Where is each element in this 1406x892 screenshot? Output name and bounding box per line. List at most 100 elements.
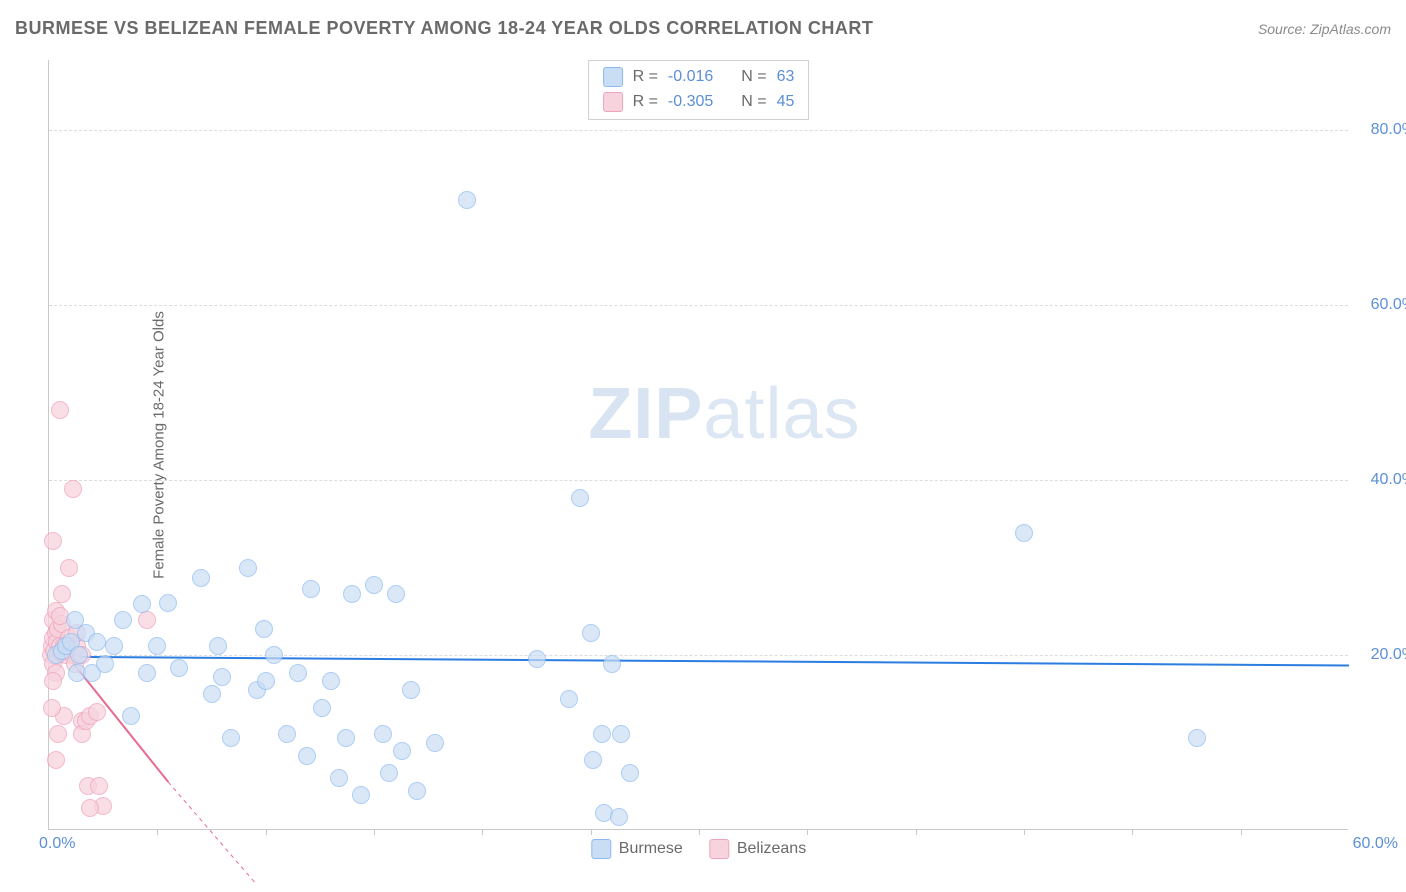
r-value-belizeans: -0.305 — [668, 90, 713, 115]
data-point — [222, 729, 240, 747]
data-point — [159, 594, 177, 612]
data-point — [582, 624, 600, 642]
x-tick — [591, 829, 592, 835]
data-point — [122, 707, 140, 725]
trend-line — [49, 657, 1349, 666]
data-point — [51, 401, 69, 419]
gridline — [49, 480, 1348, 481]
x-tick — [1241, 829, 1242, 835]
data-point — [114, 611, 132, 629]
data-point — [43, 699, 61, 717]
y-tick-label: 20.0% — [1371, 646, 1406, 664]
correlation-legend: R = -0.016 N = 63 R = -0.305 N = 45 — [588, 60, 810, 120]
data-point — [88, 703, 106, 721]
data-point — [213, 668, 231, 686]
data-point — [278, 725, 296, 743]
legend-item-burmese: Burmese — [591, 839, 683, 859]
r-label: R = — [633, 65, 658, 90]
watermark-atlas: atlas — [703, 374, 860, 454]
data-point — [337, 729, 355, 747]
data-point — [47, 751, 65, 769]
data-point — [330, 769, 348, 787]
data-point — [621, 764, 639, 782]
data-point — [1188, 729, 1206, 747]
data-point — [257, 672, 275, 690]
data-point — [603, 655, 621, 673]
gridline — [49, 130, 1348, 131]
data-point — [402, 681, 420, 699]
data-point — [192, 569, 210, 587]
data-point — [1015, 524, 1033, 542]
x-axis-end-label: 60.0% — [1353, 835, 1398, 853]
data-point — [60, 559, 78, 577]
swatch-burmese — [591, 839, 611, 859]
data-point — [255, 620, 273, 638]
data-point — [88, 633, 106, 651]
y-tick-label: 40.0% — [1371, 471, 1406, 489]
y-tick-label: 60.0% — [1371, 296, 1406, 314]
r-label: R = — [633, 90, 658, 115]
n-label: N = — [741, 90, 766, 115]
n-label: N = — [741, 65, 766, 90]
trend-lines — [49, 60, 1349, 830]
scatter-plot: Female Poverty Among 18-24 Year Olds 0.0… — [48, 60, 1348, 830]
legend-label-belizeans: Belizeans — [737, 840, 806, 858]
data-point — [138, 664, 156, 682]
data-point — [593, 725, 611, 743]
data-point — [365, 576, 383, 594]
data-point — [90, 777, 108, 795]
x-axis-origin-label: 0.0% — [39, 835, 75, 853]
legend-row-burmese: R = -0.016 N = 63 — [603, 65, 795, 90]
data-point — [44, 532, 62, 550]
watermark-zip: ZIP — [588, 374, 703, 454]
x-tick — [157, 829, 158, 835]
data-point — [380, 764, 398, 782]
data-point — [612, 725, 630, 743]
data-point — [393, 742, 411, 760]
data-point — [239, 559, 257, 577]
data-point — [313, 699, 331, 717]
data-point — [528, 650, 546, 668]
n-value-belizeans: 45 — [777, 90, 795, 115]
gridline — [49, 655, 1348, 656]
x-tick — [699, 829, 700, 835]
gridline — [49, 305, 1348, 306]
trend-line — [168, 782, 255, 883]
y-tick-label: 80.0% — [1371, 121, 1406, 139]
data-point — [374, 725, 392, 743]
data-point — [170, 659, 188, 677]
chart-title: BURMESE VS BELIZEAN FEMALE POVERTY AMONG… — [15, 18, 873, 39]
data-point — [458, 191, 476, 209]
x-tick — [916, 829, 917, 835]
legend-row-belizeans: R = -0.305 N = 45 — [603, 90, 795, 115]
data-point — [610, 808, 628, 826]
source-attribution: Source: ZipAtlas.com — [1258, 21, 1391, 37]
swatch-belizeans — [709, 839, 729, 859]
x-tick — [482, 829, 483, 835]
data-point — [322, 672, 340, 690]
x-tick — [1024, 829, 1025, 835]
data-point — [203, 685, 221, 703]
data-point — [209, 637, 227, 655]
data-point — [138, 611, 156, 629]
data-point — [298, 747, 316, 765]
data-point — [408, 782, 426, 800]
legend-item-belizeans: Belizeans — [709, 839, 806, 859]
x-tick — [374, 829, 375, 835]
data-point — [49, 725, 67, 743]
x-tick — [807, 829, 808, 835]
data-point — [64, 480, 82, 498]
data-point — [53, 585, 71, 603]
swatch-burmese — [603, 67, 623, 87]
data-point — [44, 672, 62, 690]
data-point — [81, 799, 99, 817]
x-tick — [1132, 829, 1133, 835]
n-value-burmese: 63 — [777, 65, 795, 90]
data-point — [265, 646, 283, 664]
data-point — [426, 734, 444, 752]
data-point — [133, 595, 151, 613]
data-point — [571, 489, 589, 507]
x-tick — [266, 829, 267, 835]
data-point — [560, 690, 578, 708]
r-value-burmese: -0.016 — [668, 65, 713, 90]
